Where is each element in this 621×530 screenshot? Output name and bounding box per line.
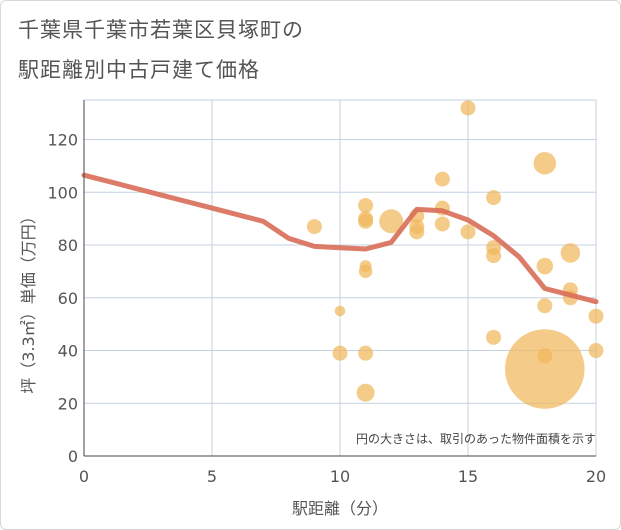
data-point: [358, 264, 373, 279]
y-tick-label: 20: [58, 394, 78, 413]
data-point: [588, 308, 604, 324]
axes: 0 5 10 15 20 0 20 40 60 80 100 120: [47, 100, 606, 486]
data-points: [306, 100, 604, 409]
y-tick-label: 40: [58, 342, 78, 361]
data-point: [358, 197, 374, 213]
grid-lines: [83, 99, 597, 457]
data-point: [379, 209, 404, 234]
x-tick-label: 20: [586, 467, 606, 486]
y-tick-label: 0: [68, 447, 78, 466]
x-tick-label: 5: [207, 467, 217, 486]
data-point: [536, 257, 554, 275]
trend-line: [81, 172, 599, 305]
data-point: [332, 345, 348, 361]
trend-line-group: [81, 172, 599, 305]
y-tick-label: 60: [58, 289, 78, 308]
data-point: [486, 329, 502, 345]
data-point: [537, 298, 553, 314]
x-axis-label: 駅距離（分）: [292, 499, 388, 518]
chart-title-line-1: 千葉県千葉市若葉区貝塚町の: [18, 18, 304, 42]
data-point: [505, 329, 585, 409]
data-point: [358, 345, 374, 361]
data-point: [334, 305, 346, 317]
data-point: [486, 248, 502, 264]
data-point: [460, 224, 476, 240]
data-point: [434, 216, 450, 232]
data-point: [434, 171, 450, 187]
x-tick-label: 0: [79, 467, 89, 486]
data-point: [486, 190, 502, 206]
data-point: [306, 219, 322, 235]
x-tick-label: 10: [330, 467, 350, 486]
y-tick-label: 120: [47, 131, 78, 150]
chart-title-line-2: 駅距離別中古戸建て価格: [18, 58, 260, 82]
y-tick-label: 80: [58, 236, 78, 255]
data-point: [409, 224, 425, 240]
data-point: [533, 152, 557, 175]
data-point: [356, 383, 375, 402]
data-point: [560, 243, 581, 263]
data-point: [358, 213, 374, 229]
data-point: [588, 343, 604, 359]
x-tick-label: 15: [458, 467, 478, 486]
y-axis-label: 坪（3.3㎡）単価（万円）: [19, 208, 38, 393]
y-tick-label: 100: [47, 183, 78, 202]
size-annotation: 円の大きさは、取引のあった物件面積を示す: [356, 431, 596, 446]
data-point: [460, 100, 476, 116]
